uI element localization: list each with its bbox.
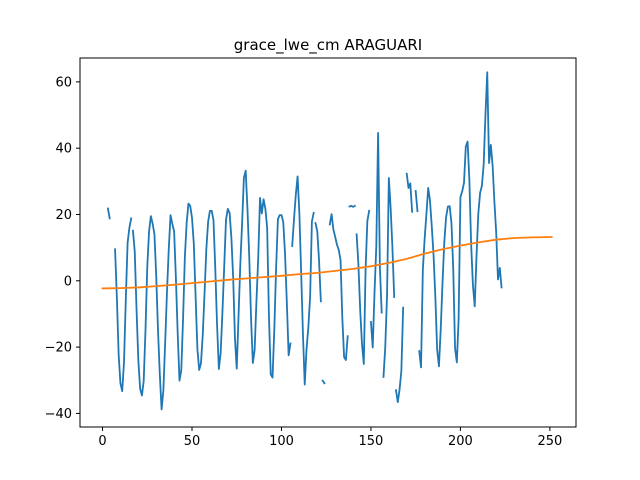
y-tick-label: 40 (55, 142, 72, 157)
y-axis: −40 −20 0 20 40 60 (45, 75, 80, 422)
axes-background (80, 58, 576, 427)
y-tick-label: −40 (45, 407, 72, 422)
x-axis: 0 50 100 150 200 250 (98, 427, 562, 449)
axes-frame (79, 57, 577, 428)
y-tick-label: 60 (55, 75, 72, 90)
plot-area (79, 57, 577, 428)
series-line-1 (106, 71, 503, 411)
x-tick-label: 200 (448, 434, 473, 449)
x-tick-label: 50 (184, 434, 201, 449)
series-layer (101, 71, 553, 411)
x-tick-label: 100 (269, 434, 294, 449)
chart-title: grace_lwe_cm ARAGUARI (234, 36, 422, 55)
x-tick-label: 0 (98, 434, 106, 449)
y-tick-label: 20 (55, 208, 72, 223)
x-tick-label: 150 (359, 434, 384, 449)
series-line-2 (101, 236, 553, 290)
y-tick-label: −20 (45, 341, 72, 356)
x-tick-label: 250 (537, 434, 562, 449)
y-tick-label: 0 (64, 274, 72, 289)
